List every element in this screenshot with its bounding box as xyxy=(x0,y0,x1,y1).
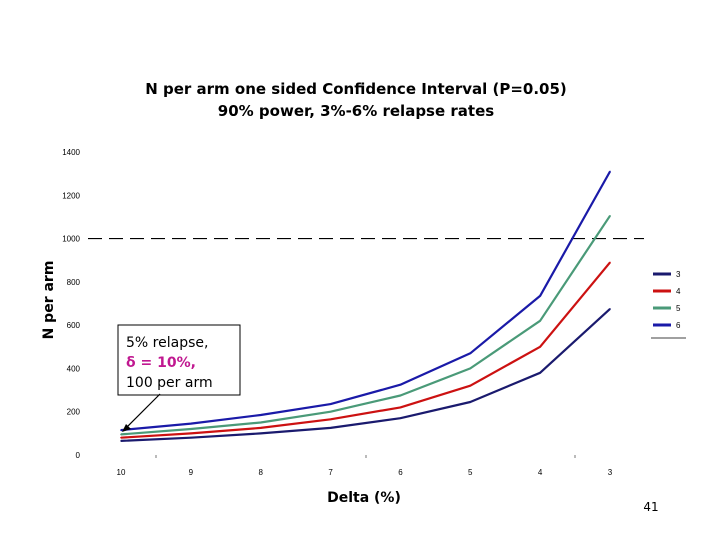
data-point-4 xyxy=(259,427,262,429)
series-line-3 xyxy=(120,308,611,442)
data-point-6 xyxy=(609,170,611,173)
chart-subtitle: 90% power, 3%-6% relapse rates xyxy=(218,102,494,120)
data-point-6 xyxy=(190,422,192,425)
annotation-line-3: 100 per arm xyxy=(126,375,213,391)
y-tick-label: 400 xyxy=(67,364,81,373)
legend-label-5: 5 xyxy=(676,304,681,313)
annotation-arrowhead xyxy=(122,424,131,432)
y-tick-label: 1200 xyxy=(62,191,80,200)
y-tick-label: 0 xyxy=(76,451,81,460)
data-point-4 xyxy=(469,384,472,387)
data-point-5 xyxy=(190,428,192,430)
series-line-5 xyxy=(120,215,611,436)
data-point-5 xyxy=(539,320,541,322)
chart-title: N per arm one sided Confidence Interval … xyxy=(145,80,567,98)
data-point-5 xyxy=(120,433,122,436)
x-tick-label: 6 xyxy=(398,468,403,477)
data-point-5 xyxy=(259,421,262,424)
data-point-4 xyxy=(399,406,402,409)
data-point-4 xyxy=(190,432,192,435)
data-point-3 xyxy=(259,432,262,435)
legend-label-4: 4 xyxy=(676,287,681,296)
data-point-3 xyxy=(539,371,541,374)
annotation-line-2: δ = 10%, xyxy=(126,355,196,371)
series-line-4 xyxy=(120,261,611,439)
data-point-3 xyxy=(399,417,402,420)
data-point-4 xyxy=(609,261,611,264)
annotation-box xyxy=(117,324,241,396)
x-tick-label: 3 xyxy=(608,468,613,477)
y-axis-label: N per arm xyxy=(41,261,57,340)
data-point-6 xyxy=(329,403,332,405)
data-point-3 xyxy=(120,440,122,442)
x-tick-label: 7 xyxy=(328,468,333,477)
annotation-line-1: 5% relapse, xyxy=(126,335,208,351)
data-point-3 xyxy=(469,401,472,403)
x-tick-label: 4 xyxy=(538,468,543,477)
legend-label-6: 6 xyxy=(676,321,681,330)
data-point-6 xyxy=(539,295,541,297)
data-point-6 xyxy=(259,414,262,416)
data-point-4 xyxy=(329,418,332,421)
data-point-6 xyxy=(120,429,122,431)
series-line-6 xyxy=(120,170,611,432)
data-point-4 xyxy=(539,345,541,348)
data-point-3 xyxy=(190,436,192,439)
data-point-3 xyxy=(609,308,611,310)
page-number: 41 xyxy=(643,500,658,514)
data-point-5 xyxy=(609,215,611,217)
y-tick-label: 800 xyxy=(67,278,81,287)
annotation: 5% relapse, δ = 10%, 100 per arm xyxy=(117,324,241,432)
x-tick-label: 10 xyxy=(117,468,126,477)
data-point-6 xyxy=(469,352,472,355)
data-point-6 xyxy=(399,383,402,386)
y-tick-label: 1000 xyxy=(62,235,80,244)
x-tick-label: 8 xyxy=(258,468,263,477)
x-tick-label: 9 xyxy=(189,468,194,477)
y-tick-label: 1400 xyxy=(62,148,80,157)
y-tick-label: 600 xyxy=(67,321,81,330)
data-point-5 xyxy=(399,394,402,397)
data-point-3 xyxy=(329,427,332,429)
data-point-4 xyxy=(120,436,122,439)
data-point-5 xyxy=(469,367,472,370)
legend-label-3: 3 xyxy=(676,270,681,279)
data-point-5 xyxy=(329,410,332,413)
x-tick-label: 5 xyxy=(468,468,473,477)
x-axis-label: Delta (%) xyxy=(327,490,401,506)
y-tick-label: 200 xyxy=(67,408,81,417)
annotation-arrow xyxy=(125,393,161,429)
